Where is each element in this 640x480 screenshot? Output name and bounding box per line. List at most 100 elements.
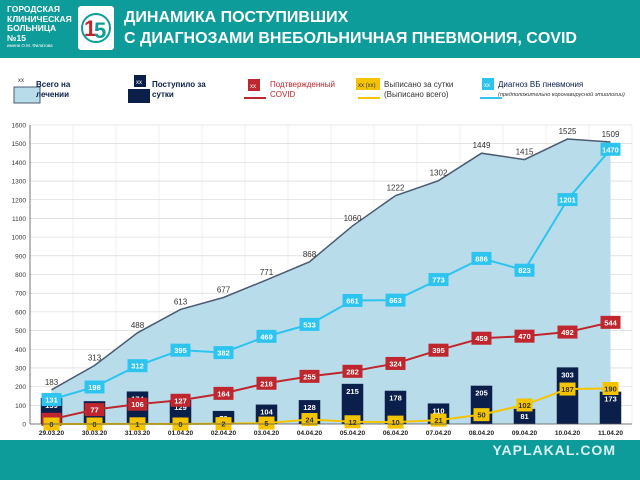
legend-total-label: Всего на лечении <box>36 80 71 99</box>
legend-pneumonia-label: Диагноз ВБ пневмония <box>498 80 584 89</box>
y-tick-label: 700 <box>15 291 26 298</box>
discharged-marker <box>473 408 490 422</box>
x-tick-label: 09.04.20 <box>512 430 538 437</box>
x-tick-label: 04.04.20 <box>297 430 323 437</box>
discharged-data-label: 102 <box>518 401 531 410</box>
legend-discharged-code: xx (xx) <box>358 83 376 89</box>
title-line-1: ДИНАМИКА ПОСТУПИВШИХ <box>124 9 349 26</box>
discharged-data-label: 50 <box>477 411 485 420</box>
pneumonia-marker <box>170 343 191 357</box>
y-tick-label: 1300 <box>12 179 27 186</box>
pneumonia-data-label: 1470 <box>602 145 619 154</box>
discharged-marker <box>516 398 533 412</box>
pneumonia-marker <box>342 293 363 307</box>
x-tick-label: 01.04.20 <box>168 430 194 437</box>
total-line <box>51 138 611 391</box>
pneumonia-data-label: 395 <box>174 346 187 355</box>
discharged-marker <box>387 415 404 429</box>
y-tick-label: 1600 <box>12 123 27 130</box>
discharged-data-label: 10 <box>391 418 399 427</box>
discharged-data-label: 190 <box>604 384 617 393</box>
total-data-label: 1302 <box>430 169 448 178</box>
pneumonia-marker <box>299 317 320 331</box>
discharged-marker <box>301 413 318 427</box>
covid-data-label: 127 <box>174 396 187 405</box>
y-tick-label: 900 <box>15 253 26 260</box>
admitted-data-label: 104 <box>260 408 273 417</box>
legend-covid-label: Подтвержденный COVID <box>270 80 335 99</box>
y-tick-label: 300 <box>15 365 26 372</box>
discharged-marker <box>559 382 576 396</box>
covid-data-label: 544 <box>604 318 617 327</box>
x-tick-label: 11.04.20 <box>598 430 623 437</box>
discharged-marker <box>602 381 619 395</box>
admitted-data-label: 81 <box>520 412 528 421</box>
discharged-data-label: 21 <box>434 416 442 425</box>
total-data-label: 868 <box>303 250 317 259</box>
legend-total-swatch <box>13 86 41 104</box>
admitted-bar <box>599 391 622 424</box>
x-tick-label: 05.04.20 <box>340 430 366 437</box>
pneumonia-data-label: 886 <box>475 254 488 263</box>
pneumonia-data-label: 823 <box>518 266 531 275</box>
total-data-label: 1415 <box>516 148 534 157</box>
covid-marker <box>342 364 363 378</box>
y-tick-label: 100 <box>15 403 26 410</box>
covid-marker <box>428 343 449 357</box>
pneumonia-marker <box>256 329 277 343</box>
legend-admitted-code: xx <box>136 80 142 86</box>
x-tick-label: 08.04.20 <box>469 430 495 437</box>
pneumonia-data-label: 1201 <box>559 196 576 205</box>
admitted-data-label: 128 <box>303 403 316 412</box>
discharged-data-label: 12 <box>348 418 356 427</box>
hospital-name: ГОРОДСКАЯ КЛИНИЧЕСКАЯ БОЛЬНИЦА №15 имени… <box>7 4 72 49</box>
legend-pneumonia-note: (предположительно коронавирусной этиолог… <box>498 92 625 98</box>
discharged-data-label: 187 <box>561 385 574 394</box>
pneumonia-marker <box>471 251 492 265</box>
pneumonia-marker <box>127 359 148 373</box>
covid-marker <box>213 386 234 400</box>
covid-data-label: 77 <box>90 406 98 415</box>
pneumonia-data-label: 661 <box>346 296 359 305</box>
total-data-label: 1449 <box>473 141 491 150</box>
covid-data-label: 395 <box>432 346 445 355</box>
admissions-chart: 0100200300400500600700800900100011001200… <box>12 123 633 437</box>
covid-data-label: 255 <box>303 372 316 381</box>
admitted-data-label: 303 <box>561 370 574 379</box>
admitted-data-label: 129 <box>174 403 187 412</box>
x-tick-label: 10.04.20 <box>555 430 581 437</box>
total-data-label: 1222 <box>387 184 405 193</box>
legend-admitted-swatch <box>128 89 150 103</box>
total-data-label: 313 <box>88 354 102 363</box>
pneumonia-marker <box>600 142 621 156</box>
legend-admitted-badge <box>134 75 146 87</box>
x-tick-label: 06.04.20 <box>383 430 409 437</box>
legend-pneumonia-code: xx <box>484 83 490 89</box>
admitted-data-label: 178 <box>389 394 402 403</box>
y-tick-label: 1200 <box>12 197 27 204</box>
covid-marker <box>557 325 578 339</box>
page-title: ДИНАМИКА ПОСТУПИВШИХ С ДИАГНОЗАМИ ВНЕБОЛ… <box>124 7 577 49</box>
x-tick-label: 02.04.20 <box>211 430 237 437</box>
discharged-data-label: 0 <box>49 420 53 429</box>
total-data-label: 488 <box>131 321 145 330</box>
pneumonia-data-label: 382 <box>217 349 230 358</box>
total-data-label: 1060 <box>344 214 362 223</box>
covid-data-label: 459 <box>475 334 488 343</box>
admitted-data-label: 205 <box>475 389 488 398</box>
discharged-marker <box>344 415 361 429</box>
covid-data-label: 218 <box>260 379 273 388</box>
covid-marker <box>127 397 148 411</box>
discharged-data-label: 24 <box>305 416 314 425</box>
legend-discharged-label: Выписано за сутки (Выписано всего) <box>384 80 454 99</box>
watermark: YAPLAKAL.COM <box>492 442 616 458</box>
covid-marker <box>385 356 406 370</box>
y-tick-label: 200 <box>15 384 26 391</box>
covid-data-label: 492 <box>561 328 574 337</box>
y-tick-label: 1400 <box>12 160 27 167</box>
pneumonia-marker <box>514 263 535 277</box>
discharged-marker <box>430 413 447 427</box>
legend-pneumonia-badge <box>482 78 494 90</box>
hospital-line-3: БОЛЬНИЦА №15 <box>7 23 57 43</box>
admitted-bar <box>341 383 364 424</box>
